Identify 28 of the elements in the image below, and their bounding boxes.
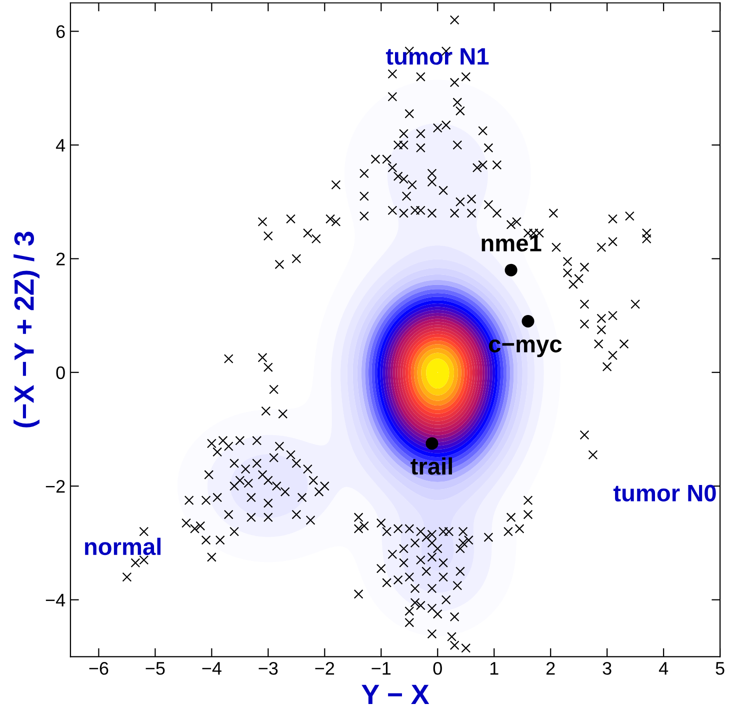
y-tick-label: −4 <box>46 594 66 606</box>
x-tick-label: 4 <box>658 662 668 675</box>
y-tick-label: 0 <box>56 366 65 380</box>
x-axis-title: Y − X <box>362 684 430 704</box>
x-tick-label: 3 <box>602 662 612 675</box>
y-tick-label: 4 <box>56 139 66 152</box>
data-label: nme1 <box>482 235 542 252</box>
x-tick-label: −5 <box>146 662 165 675</box>
y-tick-label: 2 <box>56 252 65 266</box>
x-tick-label: −4 <box>202 662 222 675</box>
annotation: normal <box>85 538 161 556</box>
x-tick-label: 2 <box>546 662 555 675</box>
point <box>504 264 518 276</box>
y-tick-label: −2 <box>46 480 65 493</box>
x-tick-label: −6 <box>89 662 108 675</box>
annotation: tumor N1 <box>386 48 489 65</box>
y-axis-title: (−X −Y + 2Z) / 3 <box>14 232 40 428</box>
data-label: trail <box>410 457 452 475</box>
y-tick-label: 6 <box>56 25 65 38</box>
x-tick-label: 0 <box>433 662 442 675</box>
annotation: tumor N0 <box>613 484 716 502</box>
x-tick-label: −3 <box>258 662 278 675</box>
x-tick-label: 1 <box>490 662 498 675</box>
point <box>426 437 438 450</box>
x-tick-label: 5 <box>716 662 724 675</box>
x-tick-label: −2 <box>315 662 334 675</box>
x-tick-label: −1 <box>372 662 391 675</box>
point <box>522 314 534 328</box>
